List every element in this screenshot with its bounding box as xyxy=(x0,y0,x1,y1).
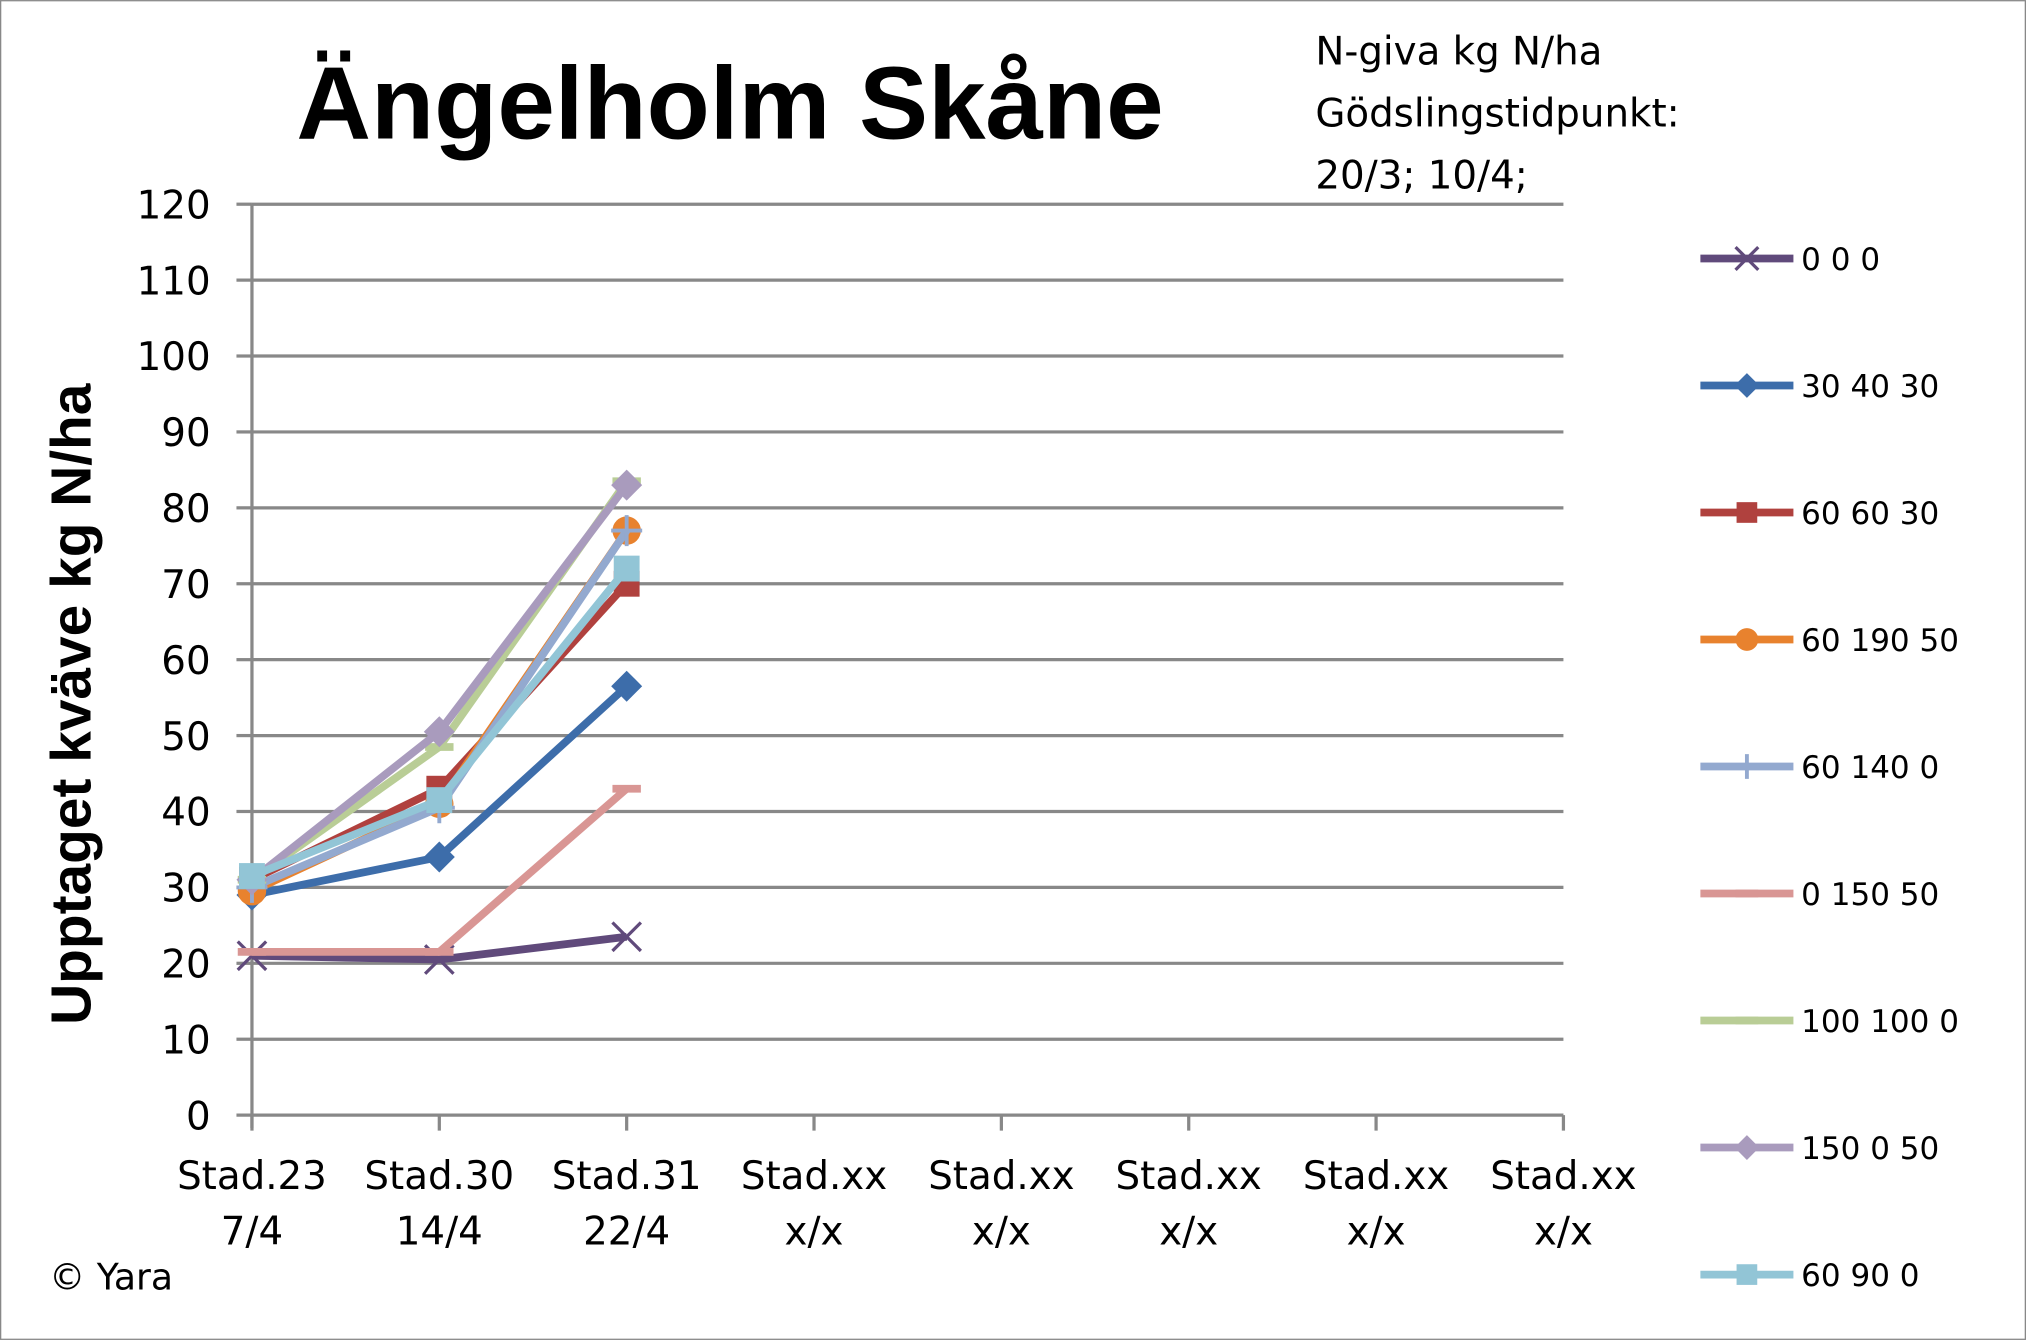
legend-label: 0 150 50 xyxy=(1801,877,1939,913)
y-axis-label: Upptaget kväve kg N/ha xyxy=(40,383,103,1025)
series-150-0-50 xyxy=(236,469,643,896)
x-tick-label: x/x xyxy=(972,1209,1031,1254)
x-tick-label: Stad.xx xyxy=(1490,1154,1636,1199)
legend-item: 60 190 50 xyxy=(1700,623,1959,659)
x-tick-label: Stad.xx xyxy=(1303,1154,1449,1199)
legend-marker xyxy=(1735,628,1759,651)
x-tick-label: Stad.30 xyxy=(364,1154,514,1199)
data-point xyxy=(423,716,455,748)
x-tick-label: Stad.xx xyxy=(1116,1154,1262,1199)
note-line-2: Gödslingstidpunkt: xyxy=(1315,92,1679,137)
y-tick-label: 50 xyxy=(161,715,210,760)
x-tick-label: Stad.23 xyxy=(177,1154,327,1199)
y-tick-label: 10 xyxy=(161,1018,210,1063)
legend-item: 100 100 0 xyxy=(1700,1004,1959,1040)
series-0-150-50 xyxy=(237,784,641,956)
data-point xyxy=(426,787,453,814)
legend-label: 60 140 0 xyxy=(1801,750,1939,786)
data-point xyxy=(239,863,265,889)
y-tick-label: 90 xyxy=(161,411,210,456)
legend-marker xyxy=(1736,502,1758,523)
legend-item: 30 40 30 xyxy=(1700,369,1939,405)
x-tick-label: 7/4 xyxy=(221,1209,283,1254)
y-tick-label: 120 xyxy=(137,183,211,228)
x-tick-label: Stad.31 xyxy=(552,1154,702,1199)
legend-marker xyxy=(1734,1135,1760,1160)
data-point xyxy=(611,921,643,953)
data-point xyxy=(613,555,640,582)
y-tick-label: 110 xyxy=(137,259,211,304)
legend-item: 60 140 0 xyxy=(1700,750,1939,786)
legend-label: 100 100 0 xyxy=(1801,1004,1959,1040)
note-line-1: N-giva kg N/ha xyxy=(1315,30,1602,75)
legend-item: 150 0 50 xyxy=(1700,1131,1939,1167)
x-tick-label: x/x xyxy=(1347,1209,1406,1254)
x-tick-label: 22/4 xyxy=(583,1209,670,1254)
legend-item: 60 60 30 xyxy=(1700,496,1939,532)
data-point xyxy=(611,469,643,501)
y-tick-label: 0 xyxy=(186,1094,211,1139)
legend-label: 150 0 50 xyxy=(1801,1131,1939,1167)
x-tick-label: 14/4 xyxy=(396,1209,483,1254)
x-tick-label: x/x xyxy=(785,1209,844,1254)
legend-marker xyxy=(1734,754,1760,779)
data-point xyxy=(611,670,643,702)
legend-marker xyxy=(1734,245,1760,271)
series-60-90-0 xyxy=(239,555,640,889)
note-line-3: 20/3; 10/4; xyxy=(1315,154,1527,199)
y-tick-label: 60 xyxy=(161,639,210,684)
data-point xyxy=(611,515,643,547)
legend-label: 60 90 0 xyxy=(1801,1258,1919,1294)
y-tick-label: 70 xyxy=(161,563,210,608)
x-tick-label: x/x xyxy=(1159,1209,1218,1254)
x-tick-label: Stad.xx xyxy=(741,1154,887,1199)
x-tick-label: x/x xyxy=(1534,1209,1593,1254)
legend-marker xyxy=(1736,1264,1758,1285)
data-point xyxy=(423,841,455,873)
x-tick-label: Stad.xx xyxy=(928,1154,1074,1199)
chart-title: Ängelholm Skåne xyxy=(296,44,1163,160)
y-tick-label: 40 xyxy=(161,791,210,836)
legend-label: 30 40 30 xyxy=(1801,369,1939,405)
legend-item: 60 90 0 xyxy=(1700,1258,1920,1294)
legend-label: 60 190 50 xyxy=(1801,623,1959,659)
y-tick-label: 80 xyxy=(161,487,210,532)
legend-label: 60 60 30 xyxy=(1801,496,1939,532)
y-tick-label: 100 xyxy=(137,335,211,380)
copyright: © Yara xyxy=(49,1256,173,1299)
legend-label: 0 0 0 xyxy=(1801,242,1880,278)
y-tick-label: 30 xyxy=(161,867,210,912)
legend-marker xyxy=(1734,373,1760,398)
legend-item: 0 150 50 xyxy=(1700,877,1939,913)
y-tick-label: 20 xyxy=(161,943,210,988)
legend-item: 0 0 0 xyxy=(1700,242,1880,278)
